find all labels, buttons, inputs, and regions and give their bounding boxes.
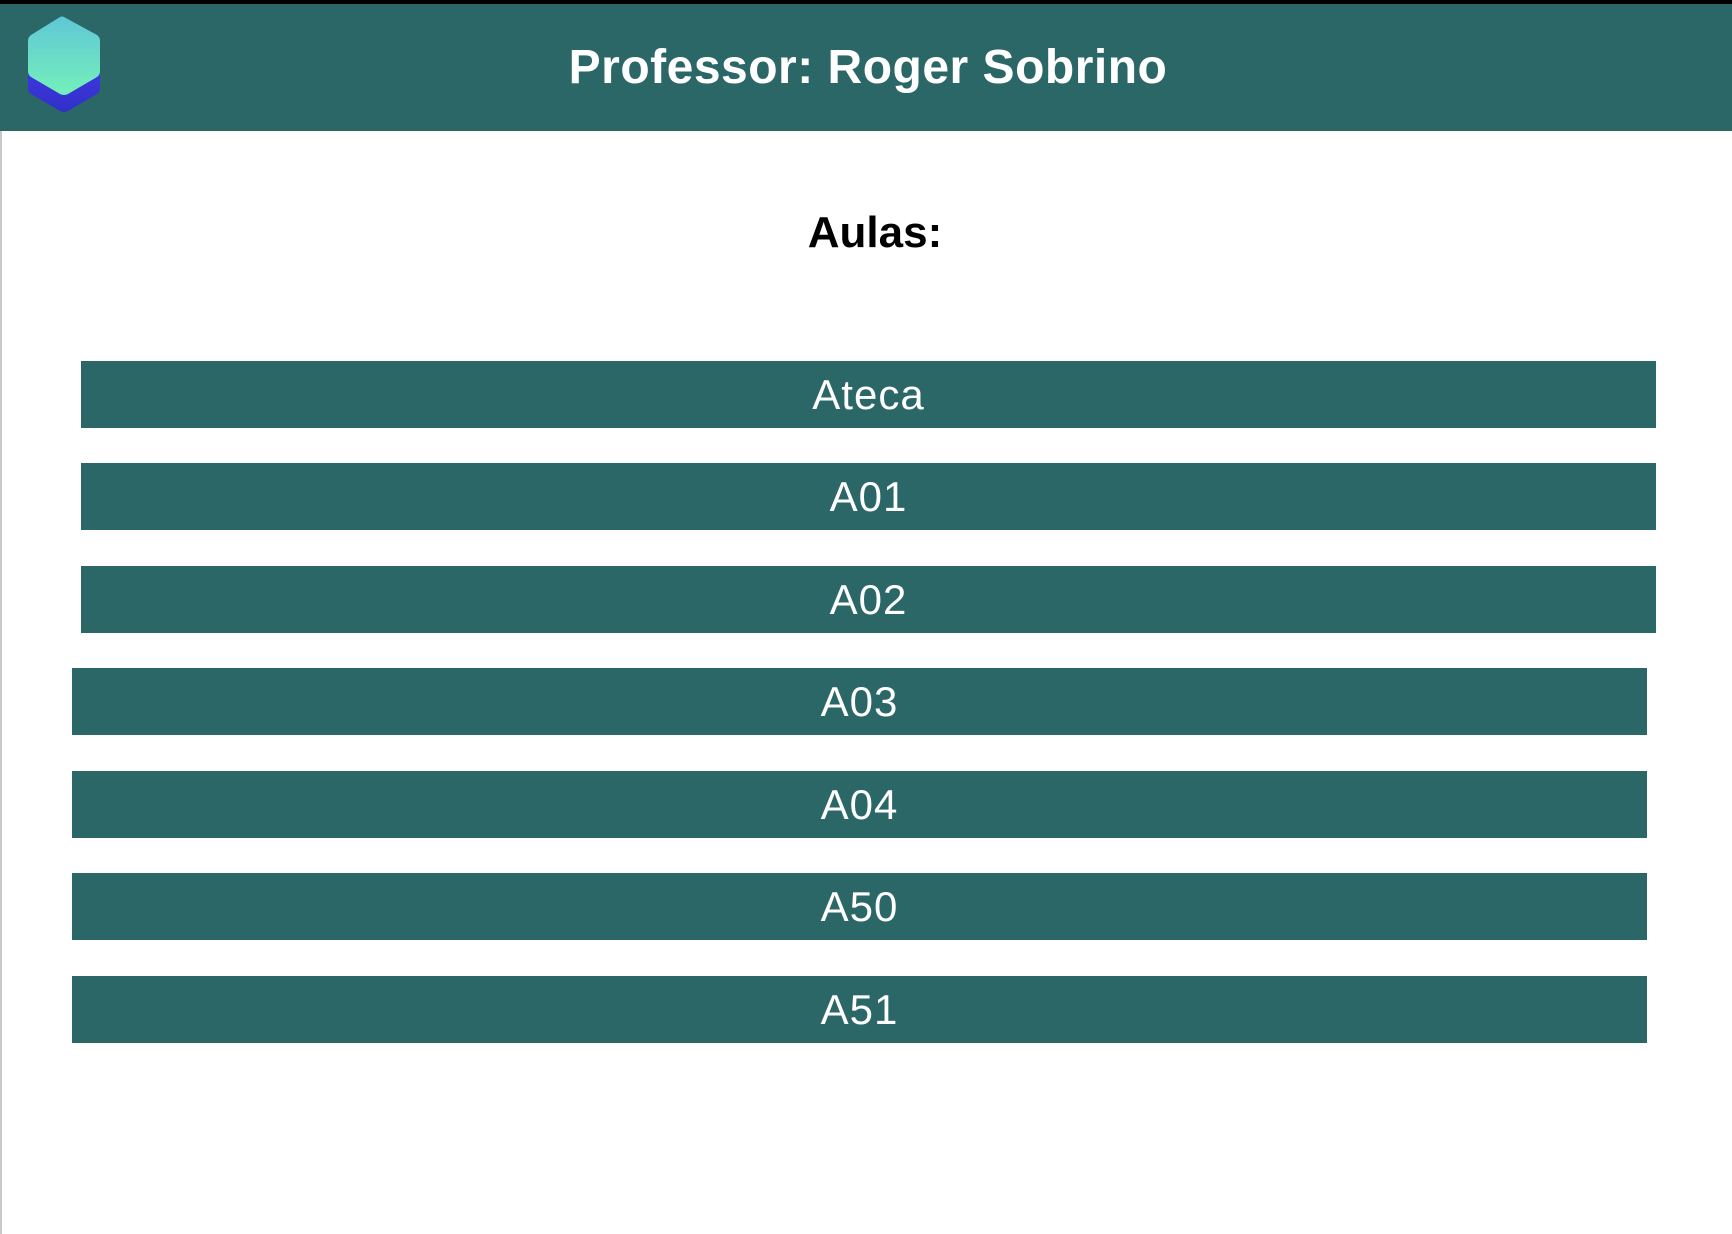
class-button-ateca[interactable]: Ateca — [81, 361, 1656, 428]
class-button-a03[interactable]: A03 — [72, 668, 1647, 735]
class-button-a01[interactable]: A01 — [81, 463, 1656, 530]
app-header — [0, 4, 1732, 131]
window-top-border — [0, 0, 1732, 4]
section-title: Aulas: — [807, 208, 943, 257]
class-button-a50[interactable]: A50 — [72, 873, 1647, 940]
class-button-a51[interactable]: A51 — [72, 976, 1647, 1043]
class-button-a02[interactable]: A02 — [81, 566, 1656, 633]
hexagon-logo-icon — [28, 16, 100, 112]
class-button-a04[interactable]: A04 — [72, 771, 1647, 838]
page-title: Professor: Roger Sobrino — [568, 41, 1168, 94]
left-divider — [0, 131, 2, 1234]
